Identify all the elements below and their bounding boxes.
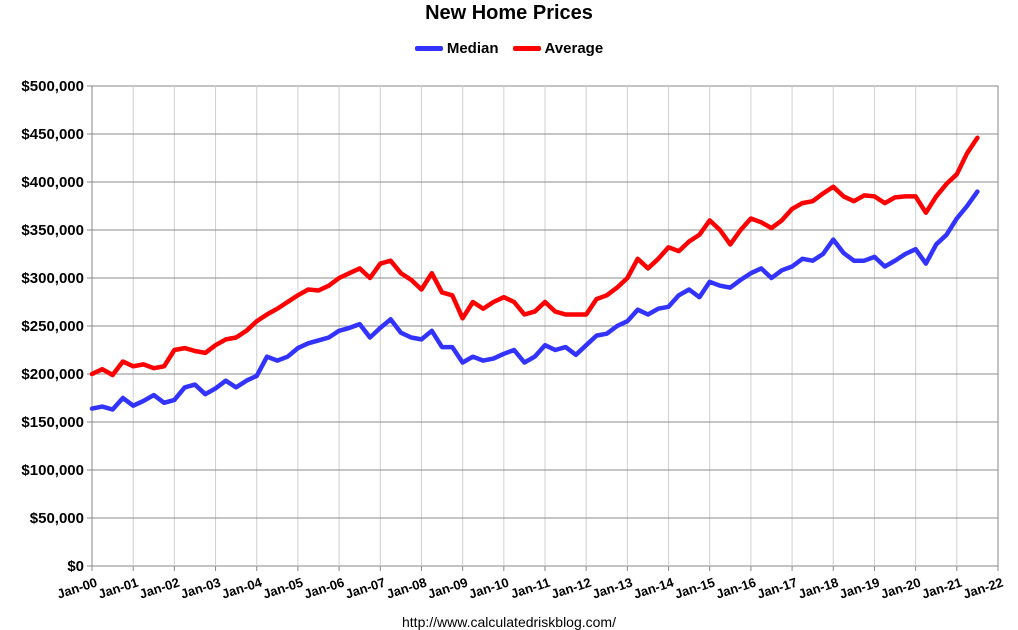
legend-swatch-average <box>512 46 541 51</box>
x-tick-label: Jan-03 <box>179 575 223 602</box>
legend-label-average: Average <box>544 40 604 57</box>
y-tick-label: $150,000 <box>21 414 84 431</box>
x-tick-label: Jan-06 <box>302 575 346 602</box>
x-tick-label: Jan-15 <box>673 575 717 602</box>
x-tick-label: Jan-14 <box>632 574 677 601</box>
series-line-average <box>89 135 980 378</box>
x-tick-label: Jan-09 <box>426 575 470 602</box>
y-tick-label: $400,000 <box>21 174 84 191</box>
x-tick-label: Jan-08 <box>385 575 429 602</box>
y-tick-label: $100,000 <box>21 462 84 479</box>
y-tick-label: $500,000 <box>21 78 84 95</box>
x-tick-label: Jan-17 <box>755 575 799 602</box>
x-tick-label: Jan-16 <box>714 575 758 602</box>
series-line-median <box>89 189 980 412</box>
x-tick-label: Jan-11 <box>509 575 552 602</box>
legend-item-median: Median <box>414 40 499 57</box>
y-tick-label: $0 <box>67 558 84 575</box>
x-tick-label: Jan-04 <box>220 574 265 601</box>
x-tick-label: Jan-10 <box>467 575 511 602</box>
x-tick-label: Jan-21 <box>920 575 964 602</box>
y-tick-label: $450,000 <box>21 126 84 143</box>
x-tick-label: Jan-19 <box>838 575 882 602</box>
x-tick-label: Jan-02 <box>137 575 181 602</box>
x-tick-label: Jan-05 <box>261 575 305 602</box>
x-tick-label: Jan-20 <box>879 575 923 602</box>
legend-label-median: Median <box>446 40 499 57</box>
y-tick-label: $50,000 <box>30 510 84 527</box>
y-tick-label: $350,000 <box>21 222 84 239</box>
legend-item-average: Average <box>512 40 604 57</box>
source-text: http://www.calculatedriskblog.com/ <box>402 614 616 630</box>
y-tick-label: $250,000 <box>21 318 84 335</box>
legend-swatch-median <box>414 46 443 51</box>
x-tick-label: Jan-12 <box>549 575 593 602</box>
x-tick-label: Jan-01 <box>96 575 140 602</box>
chart-title: New Home Prices <box>425 2 593 24</box>
x-tick-label: Jan-07 <box>343 575 387 602</box>
y-tick-label: $300,000 <box>21 270 84 287</box>
x-tick-label: Jan-13 <box>590 575 634 602</box>
legend: Median Average <box>0 40 1018 57</box>
line-chart: Jan-00Jan-01Jan-02Jan-03Jan-04Jan-05Jan-… <box>21 78 1005 602</box>
x-tick-label: Jan-00 <box>55 575 99 602</box>
x-tick-label: Jan-18 <box>796 575 840 602</box>
y-tick-label: $200,000 <box>21 366 84 383</box>
x-tick-label: Jan-22 <box>961 575 1005 602</box>
